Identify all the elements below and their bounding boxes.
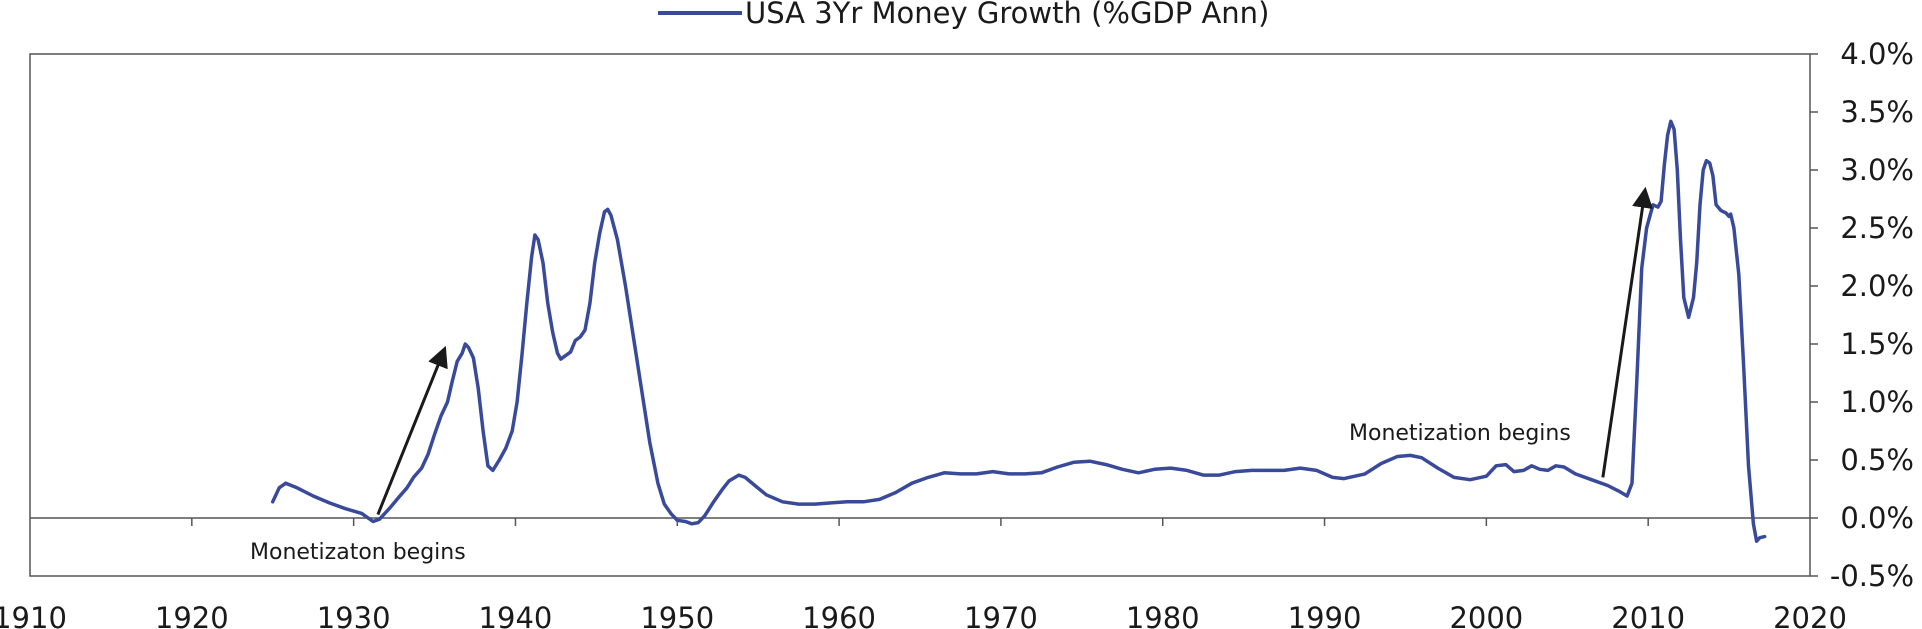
x-axis: 1910 1920 1930 1940 1950 1960 1970 1980 1990 2000… (0, 517, 1847, 629)
y-tick-label: 0.0% (1840, 501, 1914, 535)
y-axis: -0.5% 0.0% 0.5% 1.0% 1.5% 2.0% 2.5% 3.0% 3.5% 4.0… (1810, 37, 1914, 593)
y-tick-label: 2.5% (1840, 211, 1914, 245)
legend: USA 3Yr Money Growth (%GDP Ann) (658, 0, 1269, 30)
x-tick-label: 1960 (802, 601, 876, 629)
annotation-arrow (1601, 186, 1653, 478)
series-line (270, 119, 1767, 543)
y-tick-label: 3.5% (1840, 95, 1914, 129)
y-tick-label: -0.5% (1830, 559, 1914, 593)
annotation-arrow (376, 345, 448, 516)
x-tick-label: 1930 (317, 601, 391, 629)
x-tick-label: 1940 (479, 601, 553, 629)
plot-area-frame (29, 53, 1811, 577)
x-tick-label: 1950 (640, 601, 714, 629)
series-layer (270, 119, 1767, 543)
x-tick-label: 1980 (1126, 601, 1200, 629)
y-tick-label: 2.0% (1840, 269, 1914, 303)
y-tick-label: 0.5% (1840, 443, 1914, 477)
y-tick-label: 3.0% (1840, 153, 1914, 187)
x-tick-label: 1910 (0, 601, 67, 629)
annotation-layer (376, 186, 1653, 516)
x-tick-label: 1970 (964, 601, 1038, 629)
annotation-label-1: Monetizaton begins (250, 540, 466, 565)
legend-label: USA 3Yr Money Growth (%GDP Ann) (745, 0, 1269, 30)
x-tick-label: 2020 (1773, 601, 1847, 629)
x-tick-label: 2010 (1611, 601, 1685, 629)
x-tick-label: 1990 (1288, 601, 1362, 629)
x-tick-label: 1920 (155, 601, 229, 629)
y-tick-label: 1.0% (1840, 385, 1914, 419)
annotation-label-2: Monetization begins (1349, 421, 1571, 446)
y-tick-label: 4.0% (1840, 37, 1914, 71)
x-tick-label: 2000 (1449, 601, 1523, 629)
y-tick-label: 1.5% (1840, 327, 1914, 361)
